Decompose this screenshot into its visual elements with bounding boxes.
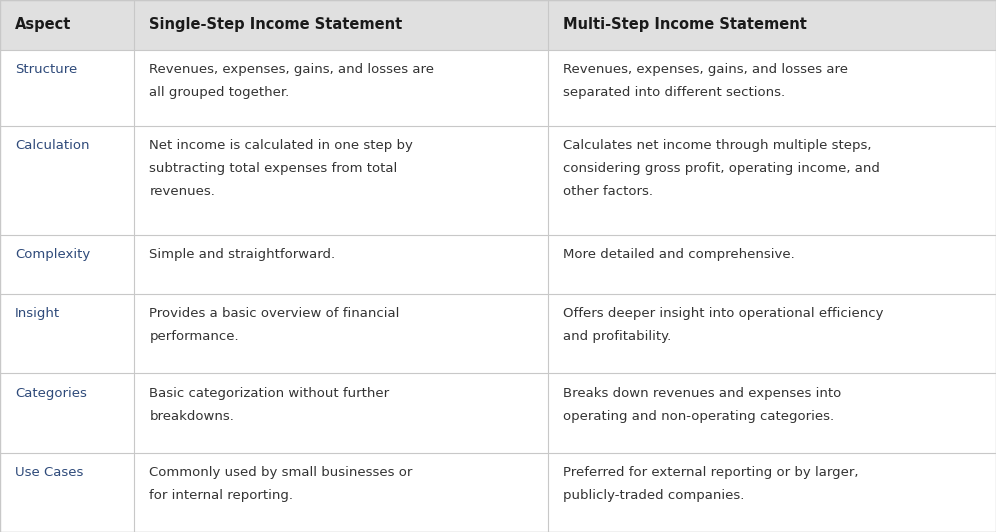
Text: Use Cases: Use Cases [15,466,84,479]
Text: Single-Step Income Statement: Single-Step Income Statement [149,17,402,32]
Text: Provides a basic overview of financial
performance.: Provides a basic overview of financial p… [149,307,399,343]
Text: Breaks down revenues and expenses into
operating and non-operating categories.: Breaks down revenues and expenses into o… [563,387,841,423]
Bar [0,49,996,126]
Text: Commonly used by small businesses or
for internal reporting.: Commonly used by small businesses or for… [149,466,412,502]
Text: Complexity: Complexity [15,248,91,261]
Bar [0,294,996,373]
Text: More detailed and comprehensive.: More detailed and comprehensive. [563,248,795,261]
Text: Basic categorization without further
breakdowns.: Basic categorization without further bre… [149,387,389,423]
Bar [0,126,996,235]
Text: Categories: Categories [15,387,87,400]
Text: Simple and straightforward.: Simple and straightforward. [149,248,336,261]
Bar [0,453,996,532]
Text: Preferred for external reporting or by larger,
publicly-traded companies.: Preferred for external reporting or by l… [563,466,859,502]
Text: Offers deeper insight into operational efficiency
and profitability.: Offers deeper insight into operational e… [563,307,883,343]
Text: Multi-Step Income Statement: Multi-Step Income Statement [563,17,807,32]
Text: Revenues, expenses, gains, and losses are
separated into different sections.: Revenues, expenses, gains, and losses ar… [563,63,848,99]
Bar [0,373,996,453]
Text: Calculation: Calculation [15,139,90,152]
Text: Structure: Structure [15,63,77,76]
Text: Net income is calculated in one step by
subtracting total expenses from total
re: Net income is calculated in one step by … [149,139,413,198]
Text: Aspect: Aspect [15,17,72,32]
Bar [0,235,996,294]
Text: Calculates net income through multiple steps,
considering gross profit, operatin: Calculates net income through multiple s… [563,139,879,198]
Text: Insight: Insight [15,307,60,320]
Bar [0,0,996,49]
Text: Revenues, expenses, gains, and losses are
all grouped together.: Revenues, expenses, gains, and losses ar… [149,63,434,99]
